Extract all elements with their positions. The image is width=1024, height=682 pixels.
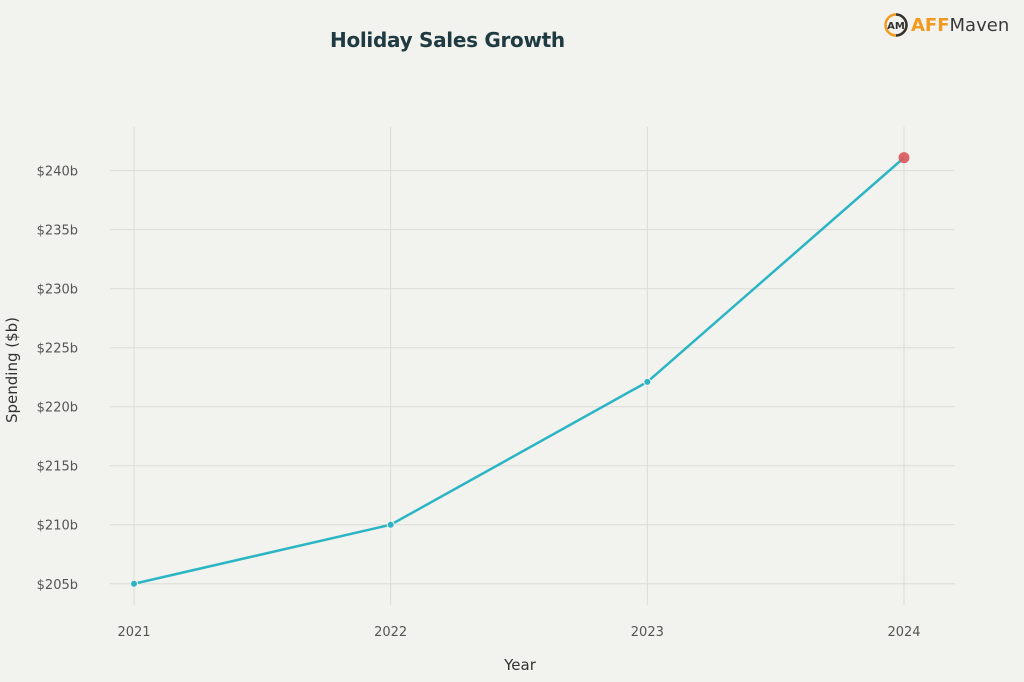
chart-title: Holiday Sales Growth — [330, 28, 565, 52]
y-tick-label: $210b — [37, 519, 78, 534]
data-points — [130, 152, 910, 588]
y-tick-label: $240b — [37, 165, 78, 180]
x-axis-label: Year — [503, 656, 537, 674]
y-tick-label: $205b — [37, 578, 78, 593]
x-tick-label: 2021 — [117, 625, 150, 640]
grid — [110, 127, 955, 605]
logo: AM AFFMaven — [884, 13, 1009, 37]
x-ticks: 2021 2022 2023 2024 — [117, 625, 920, 640]
x-tick-label: 2023 — [631, 625, 664, 640]
highlight-point — [898, 152, 910, 164]
logo-icon: AM — [884, 13, 908, 37]
svg-text:AM: AM — [887, 21, 905, 32]
data-point — [386, 520, 395, 529]
logo-text-aff: AFF — [911, 14, 950, 36]
series-line — [133, 156, 905, 585]
data-point — [130, 579, 138, 588]
data-point — [643, 377, 652, 386]
y-tick-label: $230b — [37, 283, 78, 298]
y-tick-label: $215b — [37, 460, 78, 475]
y-tick-label: $225b — [37, 342, 78, 357]
y-tick-label: $235b — [37, 224, 78, 239]
y-tick-label: $220b — [37, 401, 78, 416]
y-axis-label: Spending ($b) — [3, 317, 21, 423]
x-tick-label: 2024 — [887, 625, 920, 640]
logo-text-maven: Maven — [949, 14, 1010, 36]
x-tick-label: 2022 — [374, 625, 407, 640]
y-ticks: $205b $210b $215b $220b $225b $230b $235b $240b — [37, 165, 78, 593]
